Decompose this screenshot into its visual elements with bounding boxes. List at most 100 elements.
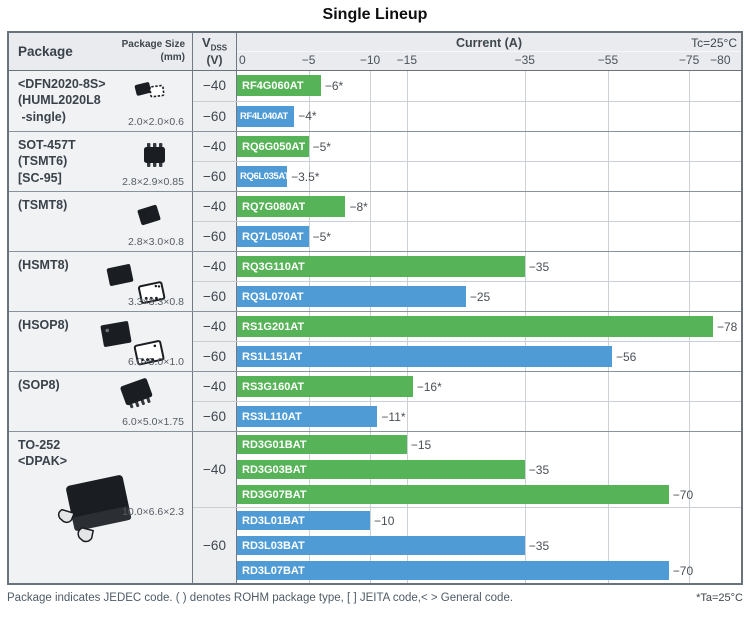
package-name-block: (HSMT8) xyxy=(9,252,192,273)
gridline xyxy=(689,71,691,101)
gridline xyxy=(370,132,372,161)
bar-area: RF4G060AT −6* xyxy=(237,71,741,101)
package-cell: (HSOP8) 6.0×5.0×1.0 xyxy=(9,312,193,371)
package-icon-chip1 xyxy=(126,198,172,237)
package-size-value: 2.8×2.9×0.85 xyxy=(122,176,184,188)
gridline xyxy=(406,192,408,221)
voltage-groups: −40 RQ6G050AT −5* −60 RQ6L035AT −3.5* xyxy=(193,132,741,191)
gridline xyxy=(689,101,691,131)
vdss-cell: −60 xyxy=(193,222,237,251)
current-header-band: Current (A) Tc=25°C xyxy=(237,33,741,52)
part-number: RS3L110AT xyxy=(242,410,302,423)
gridline xyxy=(689,508,691,583)
gridline xyxy=(406,132,408,161)
package-icon-to252 xyxy=(41,468,157,557)
gridline xyxy=(524,162,526,191)
current-bar: RD3L03BAT xyxy=(237,536,525,555)
package-header-label: Package xyxy=(18,44,73,59)
footer: Package indicates JEDEC code. ( ) denote… xyxy=(7,592,743,604)
bar-row: RQ6L035AT −3.5* xyxy=(237,162,741,191)
package-row: TO-252 <DPAK> 10.0×6.6×2.3 −40 RD3G01BAT −15 R… xyxy=(9,431,741,583)
current-bar: RD3G03BAT xyxy=(237,460,525,479)
vdss-unit: (V) xyxy=(206,53,223,68)
part-number: RD3L03BAT xyxy=(242,539,305,552)
bar-area: RQ7G080AT −8* xyxy=(237,192,741,221)
gridline xyxy=(689,162,691,191)
voltage-group: −40 RQ6G050AT −5* xyxy=(193,132,741,161)
bar-row: RS1G201AT −78 xyxy=(237,312,741,341)
part-number: RQ6G050AT xyxy=(242,140,306,153)
gridline xyxy=(689,132,691,161)
bar-row: RD3L07BAT −70 xyxy=(237,558,741,583)
table-header: Package Package Size (mm) VDSS (V) Curre… xyxy=(9,33,741,71)
package-row: <DFN2020-8S> (HUML2020L8 -single) 2.0×2.0×… xyxy=(9,71,741,131)
current-value: −35 xyxy=(528,259,550,274)
vdss-cell: −40 xyxy=(193,192,237,221)
gridline xyxy=(607,402,609,431)
current-bar: RD3G01BAT xyxy=(237,435,407,454)
package-size-unit: (mm) xyxy=(160,51,185,63)
current-bar: RS1G201AT xyxy=(237,316,713,337)
current-bar: RQ6G050AT xyxy=(237,136,309,157)
package-cell: (HSMT8) 3.3×3.3×0.8 xyxy=(9,252,193,311)
current-value: −5* xyxy=(312,139,331,154)
voltage-group: −40 RQ7G080AT −8* xyxy=(193,192,741,221)
current-value: −3.5* xyxy=(291,169,320,184)
vdss-cell: −40 xyxy=(193,312,237,341)
part-number: RQ7G080AT xyxy=(242,200,306,213)
package-name-block: (HSOP8) xyxy=(9,312,192,333)
package-icon-chips2 xyxy=(102,262,174,309)
package-name-block: TO-252 <DPAK> xyxy=(9,432,192,470)
package-cell: SOT-457T (TSMT6) [SC-95] 2.8×2.9×0.85 xyxy=(9,132,193,191)
gridline xyxy=(607,162,609,191)
part-number: RD3L07BAT xyxy=(242,564,305,577)
bar-row: RS3G160AT −16* xyxy=(237,372,741,401)
bar-area: RQ7L050AT −5* xyxy=(237,222,741,251)
package-size-value: 6.0×5.0×1.0 xyxy=(127,356,184,368)
package-name-line: (TSMT6) xyxy=(18,154,68,169)
current-value: −15 xyxy=(410,437,432,452)
package-name-line: <DFN2020-8S> xyxy=(18,77,106,91)
package-icon-sop8 xyxy=(110,374,168,423)
bar-area: RQ6L035AT −3.5* xyxy=(237,162,741,191)
gridline xyxy=(607,132,609,161)
package-name-line: TO-252 xyxy=(18,438,61,452)
gridline xyxy=(607,508,609,583)
package-size-value: 2.8×3.0×0.8 xyxy=(127,236,184,248)
part-number: RD3L01BAT xyxy=(242,514,305,527)
gridline xyxy=(308,132,310,161)
bar-area: RQ6G050AT −5* xyxy=(237,132,741,161)
vdss-cell: −60 xyxy=(193,101,237,131)
package-size-value: 10.0×6.6×2.3 xyxy=(122,506,184,518)
part-number: RF4L040AT xyxy=(240,110,288,122)
part-number: RF4G060AT xyxy=(242,79,304,92)
axis-tick: −15 xyxy=(396,53,418,67)
gridline xyxy=(524,508,526,583)
package-row: (SOP8) 6.0×5.0×1.75 −40 RS3G160AT −16* −60 RS3… xyxy=(9,371,741,431)
current-axis-title: Current (A) xyxy=(456,36,522,50)
part-number: RS1L151AT xyxy=(242,350,303,363)
current-bar: RQ3G110AT xyxy=(237,256,525,277)
voltage-group: −60 RQ6L035AT −3.5* xyxy=(193,161,741,191)
axis-tick: −5 xyxy=(301,53,316,67)
bar-area: RD3L01BAT −10 RD3L03BAT −35 RD3L07BAT −70 xyxy=(237,508,741,583)
gridline xyxy=(406,402,408,431)
current-bar: RD3L07BAT xyxy=(237,561,669,580)
gridline xyxy=(524,101,526,131)
part-number: RD3G01BAT xyxy=(242,438,307,451)
current-value: −35 xyxy=(528,538,550,553)
vdss-cell: −40 xyxy=(193,252,237,281)
package-name-line: SOT-457T xyxy=(18,138,76,152)
gridline xyxy=(607,222,609,251)
package-size-column-header: Package Size (mm) xyxy=(122,39,185,64)
current-value: −16* xyxy=(416,379,442,394)
gridline xyxy=(524,252,526,281)
voltage-groups: −40 RS1G201AT −78 −60 RS1L151AT −56 xyxy=(193,312,741,371)
vdss-cell: −40 xyxy=(193,372,237,401)
current-value: −6* xyxy=(324,78,344,93)
bar-area: RS1L151AT −56 xyxy=(237,342,741,371)
vdss-cell: −60 xyxy=(193,282,237,311)
gridline xyxy=(689,222,691,251)
voltage-group: −60 RD3L01BAT −10 RD3L03BAT −35 RD3L07BAT −70 xyxy=(193,507,741,583)
current-bar: RD3L01BAT xyxy=(237,511,371,530)
